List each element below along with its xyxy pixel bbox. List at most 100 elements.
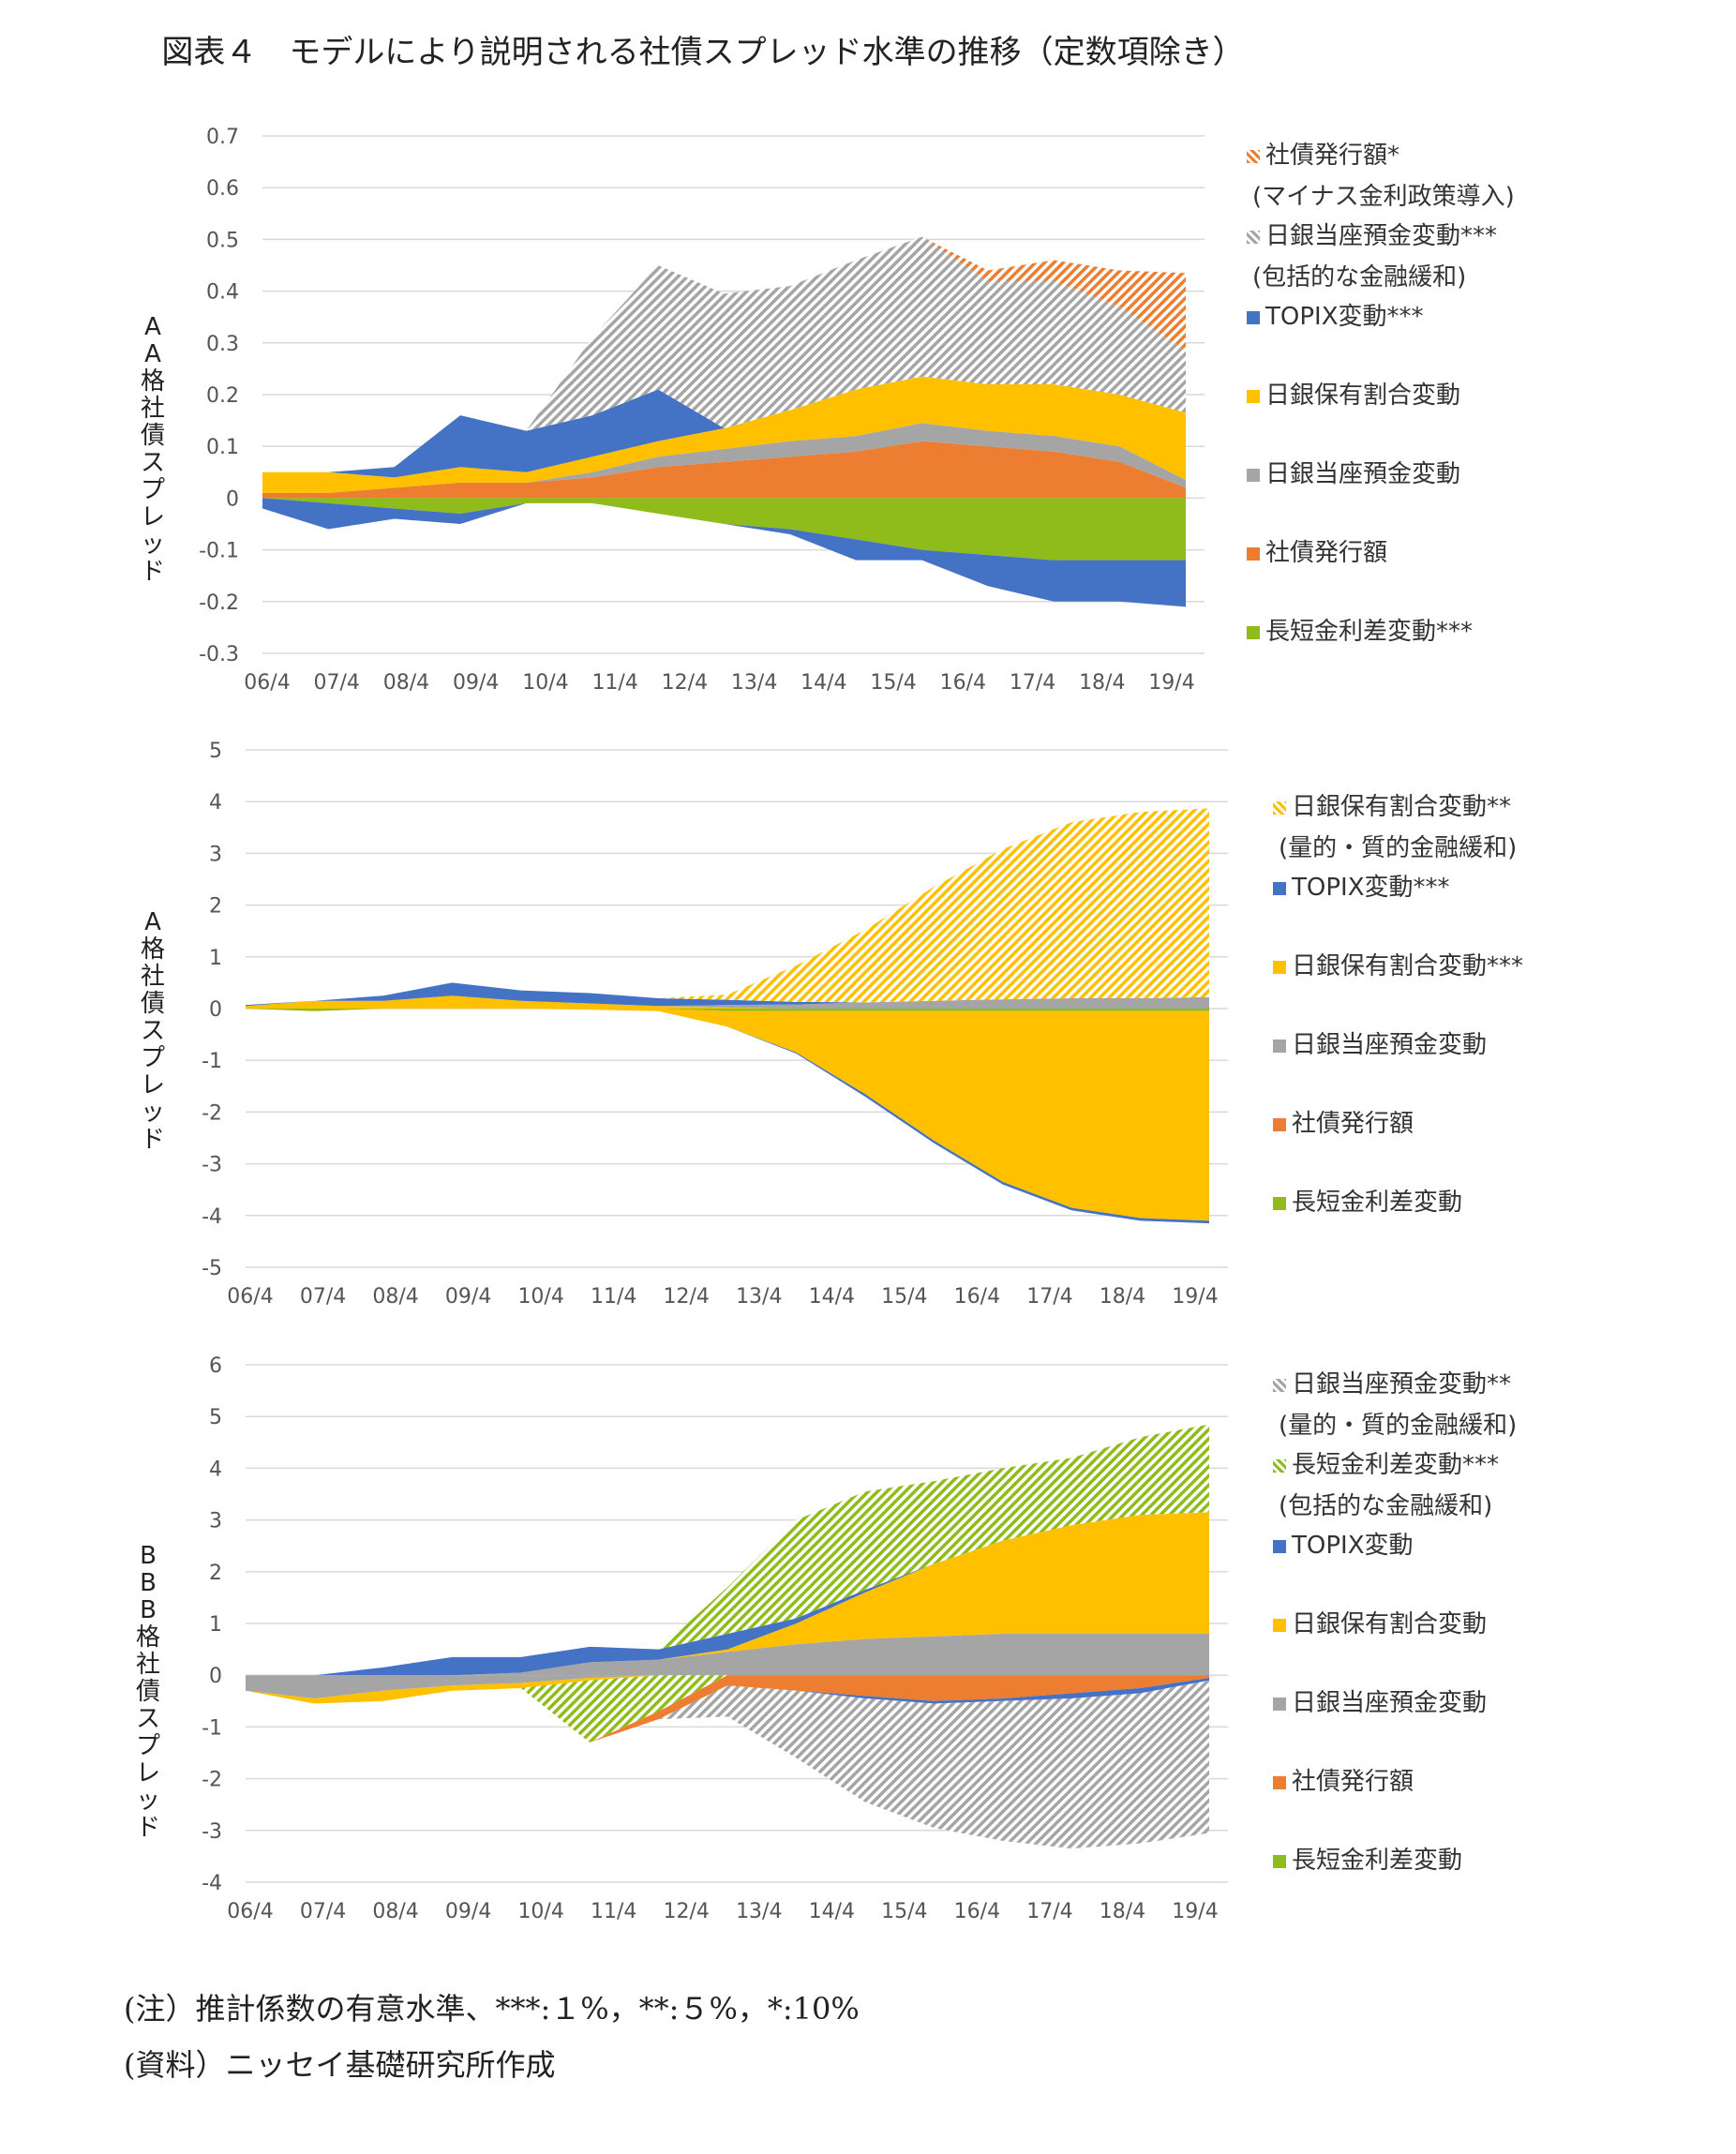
x-tick-label: 13/4 (736, 1285, 782, 1309)
y-tick-label: -0.3 (199, 643, 239, 666)
legend-item: TOPIX変動 (1273, 1526, 1414, 1561)
y-tick-label: -2 (202, 1769, 222, 1792)
area-series-yellow-hatched (246, 808, 1209, 1006)
area-series-gray (246, 1634, 1209, 1676)
x-tick-label: 06/4 (244, 671, 290, 695)
x-tick-label: 07/4 (300, 1900, 346, 1923)
legend-item: 社債発行額 (1273, 1104, 1414, 1139)
x-tick-label: 06/4 (227, 1900, 273, 1923)
legend-label: 日銀当座預金変動** (1292, 1370, 1512, 1399)
legend-swatch (1273, 960, 1286, 974)
x-tick-label: 19/4 (1148, 671, 1194, 695)
area-series-yellow (246, 1512, 1209, 1676)
area-series-blue (262, 376, 1186, 478)
legend-swatch (1273, 1378, 1286, 1392)
legend-label: 長短金利差変動 (1292, 1189, 1463, 1217)
area-series-gray (246, 1675, 1209, 1699)
area-series-yellow (262, 376, 1186, 493)
area-series-green (262, 498, 1186, 561)
x-tick-label: 10/4 (517, 1900, 563, 1923)
legend-label: 日銀当座預金変動*** (1265, 222, 1498, 250)
y-tick-label: 4 (209, 1458, 222, 1481)
legend-item: 長短金利差変動*** (1273, 1445, 1499, 1480)
x-tick-label: 16/4 (954, 1285, 1000, 1309)
y-tick-label: 2 (209, 895, 222, 919)
legend-item: 日銀当座預金変動 (1273, 1025, 1487, 1060)
x-tick-label: 18/4 (1100, 1900, 1145, 1923)
x-tick-label: 07/4 (300, 1285, 346, 1309)
x-tick-label: 19/4 (1172, 1900, 1218, 1923)
aa-chart-panel: 0.7 0.6 0.5 0.4 0.3 0.2 0.1 0 -0.1 -0.2 -0.3 06/4 07… (0, 117, 1736, 717)
x-tick-label: 16/4 (940, 671, 986, 695)
figure-title: 図表４ モデルにより説明される社債スプレッド水準の推移（定数項除き） (161, 34, 1245, 71)
legend-item: 社債発行額 (1247, 533, 1387, 568)
significance-note: (注）推計係数の有意水準、***:１%，**:５%，*:10% (124, 1991, 860, 2027)
area-series-gray-hatched (246, 1680, 1209, 1849)
y-tick-label: -3 (202, 1154, 222, 1177)
y-tick-label: 0.2 (206, 384, 239, 408)
a-chart: 5 4 3 2 1 0 -1 -2 -3 -4 -506/4 07/4 08/4 09/4 10/4 11/4… (202, 740, 1228, 1309)
legend-swatch (1247, 149, 1260, 163)
x-tick-label: 12/4 (662, 671, 708, 695)
legend-label: 日銀当座預金変動 (1292, 1689, 1488, 1717)
y-tick-label: 0.5 (206, 229, 239, 252)
legend-swatch (1273, 1458, 1286, 1473)
legend-item: TOPIX変動*** (1247, 297, 1424, 332)
legend-swatch (1273, 1775, 1286, 1789)
legend-item: 日銀保有割合変動 (1247, 376, 1460, 411)
x-tick-label: 17/4 (1026, 1900, 1072, 1923)
x-tick-label: 15/4 (881, 1285, 927, 1309)
legend-item: 日銀当座預金変動** (1273, 1365, 1511, 1399)
x-tick-label: 07/4 (314, 671, 360, 695)
x-tick-label: 12/4 (664, 1285, 710, 1309)
bbb-chart-panel: 6 5 4 3 2 1 0 -1 -2 -3 -4 06/4 07/4 08/4 09/4 10/4 11/4 1… (0, 1346, 1736, 1946)
legend-item: 長短金利差変動*** (1247, 612, 1473, 647)
legend-label: TOPIX変動 (1292, 1532, 1414, 1560)
area-series-blue (246, 982, 1209, 1007)
y-tick-label: -1 (202, 1716, 222, 1740)
x-tick-label: 17/4 (1026, 1285, 1072, 1309)
legend-item: 日銀当座預金変動 (1273, 1683, 1487, 1718)
y-tick-label: -4 (202, 1205, 222, 1229)
y-tick-label: 0.3 (206, 333, 239, 356)
legend-item: 日銀保有割合変動*** (1273, 947, 1523, 981)
y-tick-label: -3 (202, 1820, 222, 1844)
x-tick-label: 14/4 (801, 671, 846, 695)
y-tick-label: 3 (209, 1510, 222, 1533)
y-tick-label: -4 (202, 1872, 222, 1895)
area-series-blue (246, 1512, 1209, 1676)
legend-swatch (1247, 310, 1260, 324)
area-series-gray-hatched (262, 236, 1186, 472)
x-tick-label: 10/4 (517, 1285, 563, 1309)
legend-label: 長短金利差変動 (1292, 1847, 1463, 1875)
legend-label: 長短金利差変動*** (1292, 1451, 1500, 1479)
legend-label: 日銀保有割合変動 (1265, 381, 1461, 410)
area-series-yellow (246, 1675, 1209, 1704)
y-tick-label: 0 (209, 1665, 222, 1688)
x-tick-label: 18/4 (1100, 1285, 1145, 1309)
legend-item: 日銀保有割合変動 (1273, 1605, 1487, 1639)
area-series-green-hatched (246, 1424, 1209, 1676)
legend-swatch (1247, 230, 1260, 244)
legend-swatch (1273, 881, 1286, 895)
y-tick-label: 0 (226, 487, 239, 511)
x-tick-label: 13/4 (731, 671, 777, 695)
area-series-orange (246, 1675, 1209, 1743)
area-series-orange (262, 441, 1186, 499)
x-tick-label: 11/4 (591, 1285, 636, 1309)
y-tick-label: 5 (209, 1406, 222, 1429)
a-chart-panel: 5 4 3 2 1 0 -1 -2 -3 -4 -5 06/4 07/4 08/4 09/4 10/4 11/4… (0, 731, 1736, 1331)
legend-swatch (1273, 1196, 1286, 1210)
area-series-green (246, 1009, 1209, 1011)
area-series-gray (262, 423, 1186, 493)
legend-item: 長短金利差変動 (1273, 1841, 1462, 1876)
x-tick-label: 09/4 (445, 1285, 491, 1309)
y-tick-label: 6 (209, 1354, 222, 1378)
legend-swatch (1273, 1697, 1286, 1711)
x-tick-label: 08/4 (383, 671, 429, 695)
legend-sublabel: (量的・質的金融緩和) (1279, 834, 1518, 862)
x-tick-label: 11/4 (591, 671, 637, 695)
y-tick-label: 0.1 (206, 436, 239, 459)
x-tick-label: 18/4 (1079, 671, 1125, 695)
